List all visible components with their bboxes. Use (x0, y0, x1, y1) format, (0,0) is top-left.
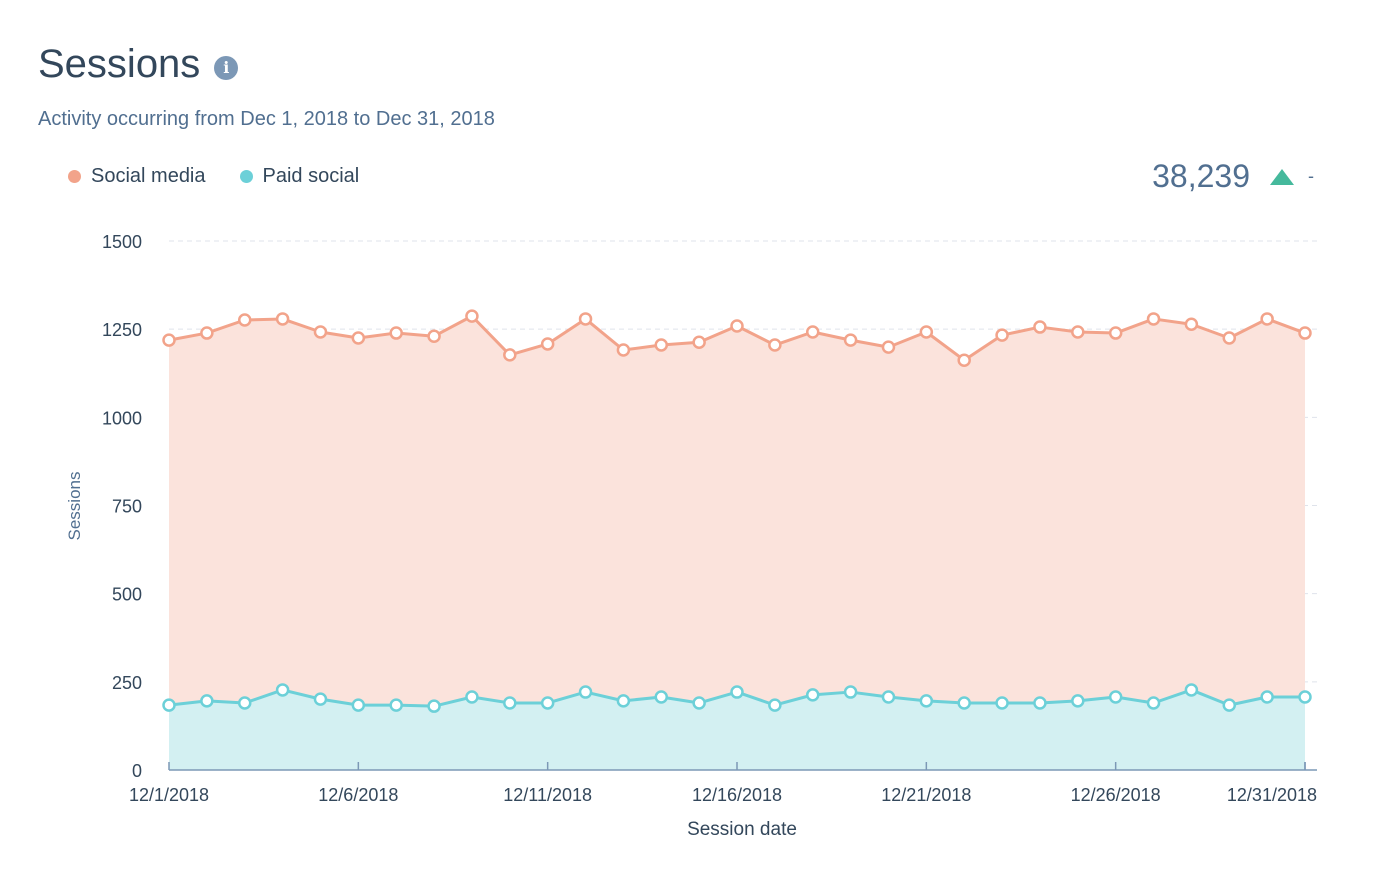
data-point (503, 348, 517, 362)
legend-item-paid-social[interactable]: Paid social (239, 165, 360, 188)
data-point (1146, 696, 1161, 710)
data-point (237, 313, 252, 327)
data-point (1184, 683, 1199, 697)
data-point (313, 692, 328, 706)
change-value: - (1308, 166, 1314, 186)
data-point (995, 696, 1009, 710)
data-point (919, 325, 934, 339)
legend: Social media Paid social (68, 165, 359, 188)
legend-dot (239, 170, 253, 183)
data-point (1071, 325, 1085, 339)
legend-dot (68, 170, 81, 183)
data-point (730, 319, 744, 333)
legend-label: Social media (91, 165, 206, 187)
x-axis-title: Session date (687, 819, 797, 840)
x-tick-label: 12/26/2018 (1071, 785, 1161, 805)
data-point (237, 696, 252, 710)
data-point (200, 694, 214, 708)
legend-label: Paid social (262, 165, 360, 187)
data-point (919, 694, 934, 708)
data-point (540, 696, 555, 710)
data-point (503, 696, 517, 710)
data-point (465, 309, 479, 323)
x-tick-label: 12/1/2018 (129, 785, 209, 805)
data-point (200, 326, 214, 340)
data-point (768, 338, 782, 352)
data-point (389, 326, 403, 340)
title-text: Sessions (38, 42, 201, 86)
data-point (1298, 690, 1312, 704)
data-point (162, 333, 176, 347)
y-tick-label: 1250 (102, 320, 142, 340)
x-tick-label: 12/31/2018 (1227, 785, 1317, 805)
data-point (843, 333, 858, 347)
data-point (616, 343, 631, 357)
data-point (805, 688, 820, 702)
triangle-up-icon (1270, 168, 1294, 185)
data-point (540, 337, 555, 351)
data-point (654, 690, 669, 704)
area-paid-social (169, 689, 1305, 770)
data-point (427, 699, 441, 713)
data-point (805, 325, 820, 339)
y-tick-label: 1500 (102, 232, 142, 252)
total-summary: 38,239 - (1152, 158, 1314, 195)
data-point (881, 340, 896, 354)
x-tick-label: 12/6/2018 (318, 785, 398, 805)
data-point (1298, 326, 1312, 340)
x-tick-label: 12/11/2018 (503, 785, 592, 805)
y-tick-label: 0 (132, 761, 142, 781)
data-point (578, 685, 593, 699)
data-point (275, 683, 290, 697)
x-tick-label: 12/16/2018 (692, 785, 782, 805)
data-point (389, 698, 403, 712)
legend-item-social-media[interactable]: Social media (68, 165, 206, 188)
data-point (1033, 696, 1047, 710)
data-point (843, 685, 858, 699)
data-point (692, 696, 706, 710)
info-icon[interactable]: i (214, 55, 239, 80)
data-point (1222, 331, 1237, 345)
data-point (1108, 326, 1123, 340)
data-point (275, 312, 290, 326)
data-point (692, 335, 706, 349)
data-point (465, 690, 479, 704)
data-point (1184, 317, 1199, 331)
data-point (1108, 690, 1123, 704)
data-point (730, 685, 744, 699)
data-point (351, 698, 366, 712)
data-point (995, 328, 1009, 342)
data-point (578, 312, 593, 326)
data-point (1222, 698, 1237, 712)
data-point (313, 325, 328, 339)
page-title: Sessions i (38, 42, 239, 87)
x-tick-label: 12/21/2018 (881, 785, 971, 805)
total-value: 38,239 (1152, 158, 1250, 194)
data-point (1033, 320, 1047, 334)
data-point (1260, 690, 1274, 704)
data-point (1071, 694, 1085, 708)
area-social-media (169, 316, 1305, 770)
data-point (1146, 312, 1161, 326)
data-point (654, 338, 669, 352)
y-tick-label: 250 (112, 673, 142, 693)
data-point (616, 694, 631, 708)
date-range-subtitle: Activity occurring from Dec 1, 2018 to D… (38, 108, 495, 130)
y-axis-title: Sessions (65, 472, 84, 541)
y-tick-label: 500 (112, 585, 142, 605)
data-point (351, 331, 366, 345)
data-point (881, 690, 896, 704)
data-point (957, 696, 971, 710)
data-point (162, 698, 176, 712)
data-point (427, 329, 441, 343)
y-tick-label: 1000 (102, 408, 142, 428)
data-point (768, 698, 782, 712)
data-point (1260, 312, 1274, 326)
data-point (957, 353, 971, 367)
y-tick-label: 750 (112, 497, 142, 517)
